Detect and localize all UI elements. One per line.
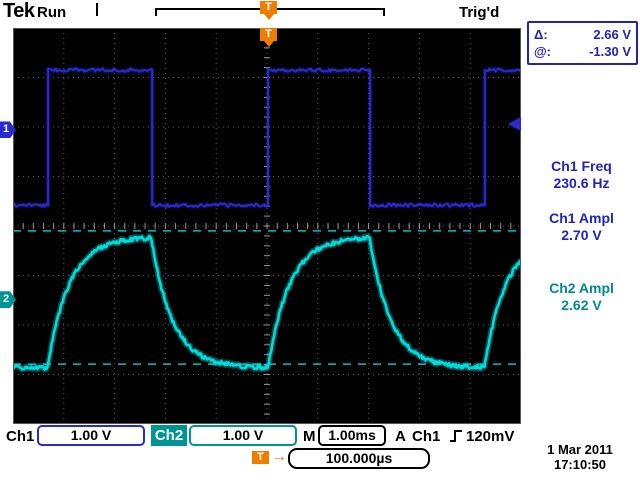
delay-marker-icon: T	[252, 451, 269, 464]
horizontal-delay-readout: 100.000µs	[288, 448, 430, 469]
measurement-label: Ch2 Ampl	[549, 280, 614, 296]
measurement-label: Ch1 Ampl	[549, 210, 614, 226]
trigger-status: Trig'd	[459, 4, 500, 21]
ch2-label: Ch2	[151, 425, 187, 446]
cursor-delta-row: Δ: 2.66 V	[534, 26, 631, 43]
cursor-readout-box: Δ: 2.66 V @: -1.30 V	[527, 21, 638, 65]
trigger-source-label: Ch1	[412, 428, 441, 445]
rising-edge-icon	[449, 429, 463, 448]
ch2-ground-marker: 2	[0, 291, 16, 309]
measurement-label: Ch1 Freq	[551, 158, 612, 174]
ch1-scale-readout: 1.00 V	[37, 425, 145, 446]
trigger-level-readout: 120mV	[466, 428, 515, 445]
ch1-label: Ch1	[6, 428, 35, 445]
trigger-level-arrow-icon	[508, 117, 521, 132]
timebase-readout: 1.00ms	[318, 425, 386, 446]
cursor-at-label: @:	[534, 44, 552, 59]
trigger-mode-label: A	[395, 428, 406, 445]
ch2-scale-readout: 1.00 V	[189, 425, 297, 446]
ch1-ground-marker: 1	[0, 121, 16, 139]
date-label: 1 Mar 2011	[547, 442, 613, 457]
cursor-delta-label: Δ:	[534, 27, 548, 42]
record-start-tick	[96, 3, 98, 16]
tek-logo: Tek	[3, 0, 35, 22]
cursor-at-value: -1.30 V	[589, 44, 631, 59]
measurement-ch2-ampl: Ch2 Ampl 2.62 V	[523, 280, 640, 314]
time-label: 17:10:50	[553, 457, 607, 472]
measurement-value: 2.62 V	[561, 297, 602, 313]
trigger-record-position-marker-icon: T	[260, 1, 277, 20]
cursor-delta-value: 2.66 V	[593, 27, 631, 42]
measurement-value: 230.6 Hz	[553, 175, 610, 191]
measurement-ch1-freq: Ch1 Freq 230.6 Hz	[523, 158, 640, 192]
trigger-position-marker-icon: T	[260, 28, 278, 47]
graticule	[11, 27, 524, 425]
timebase-label: M	[303, 428, 316, 445]
measurement-ch1-ampl: Ch1 Ampl 2.70 V	[523, 210, 640, 244]
delay-arrow-icon: →	[271, 448, 287, 465]
datetime-block: 1 Mar 2011 17:10:50	[524, 442, 636, 472]
cursor-at-row: @: -1.30 V	[534, 43, 631, 60]
measurement-value: 2.70 V	[561, 227, 602, 243]
acquisition-status: Run	[37, 4, 67, 21]
